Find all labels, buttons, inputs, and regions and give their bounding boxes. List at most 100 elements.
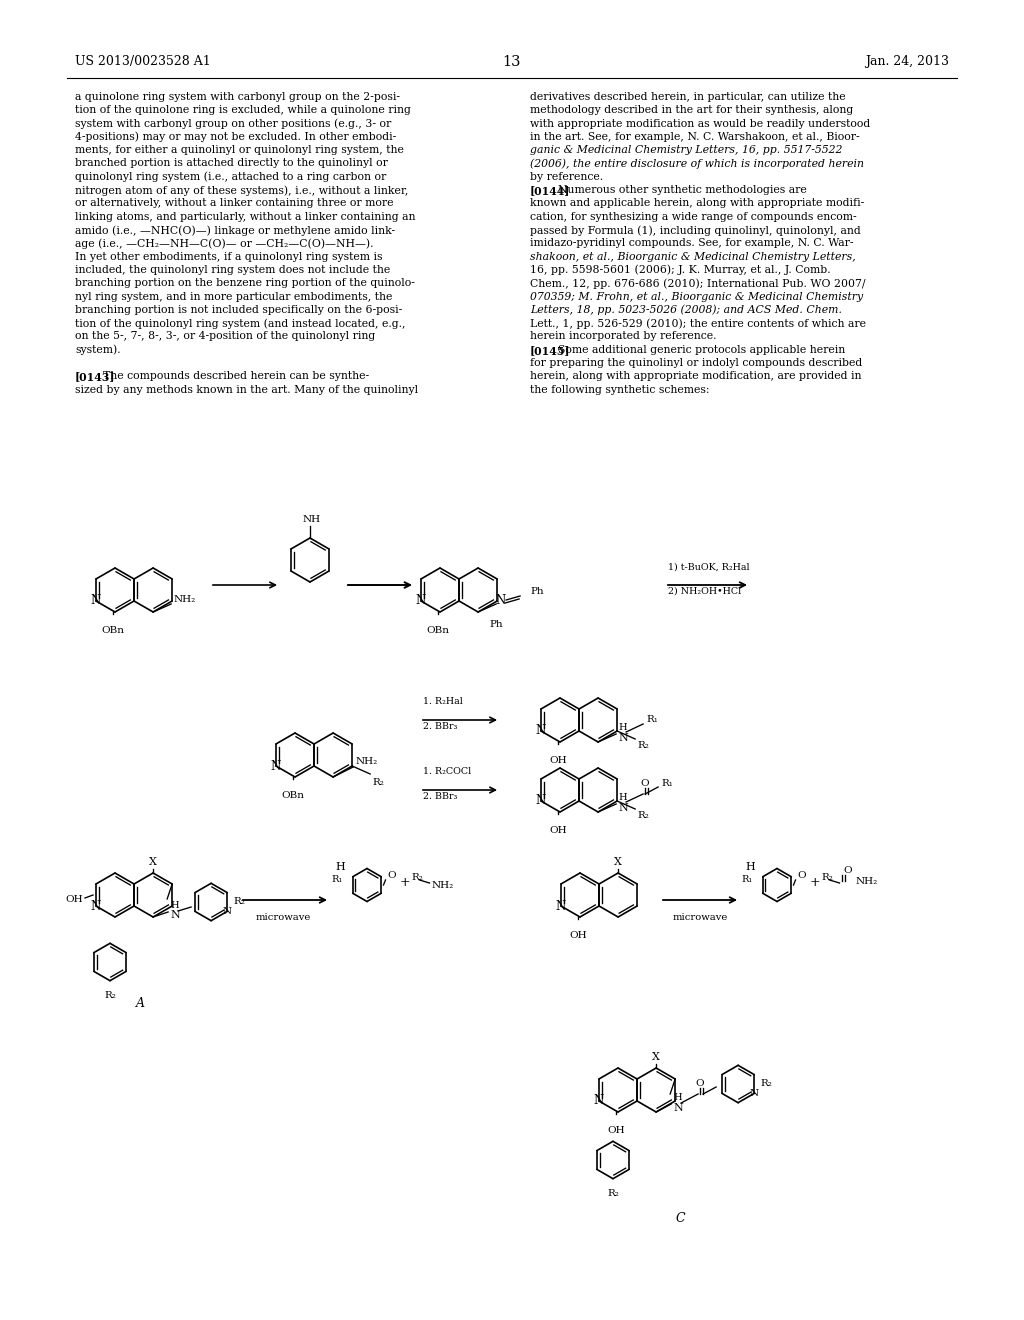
Text: nitrogen atom of any of these systems), i.e., without a linker,: nitrogen atom of any of these systems), … — [75, 185, 409, 195]
Text: Jan. 24, 2013: Jan. 24, 2013 — [865, 55, 949, 69]
Text: [0143]: [0143] — [75, 371, 116, 383]
Text: H: H — [170, 902, 179, 909]
Text: O: O — [387, 871, 396, 880]
Text: 16, pp. 5598-5601 (2006); J. K. Murray, et al., J. Comb.: 16, pp. 5598-5601 (2006); J. K. Murray, … — [530, 265, 830, 276]
Text: for preparing the quinolinyl or indolyl compounds described: for preparing the quinolinyl or indolyl … — [530, 358, 862, 368]
Text: nyl ring system, and in more particular embodiments, the: nyl ring system, and in more particular … — [75, 292, 392, 301]
Text: +: + — [810, 875, 820, 888]
Text: O: O — [798, 871, 806, 880]
Text: R₂: R₂ — [233, 898, 246, 907]
Text: N: N — [170, 909, 180, 920]
Text: OBn: OBn — [101, 626, 124, 635]
Text: N: N — [91, 899, 101, 912]
Text: Letters, 18, pp. 5023-5026 (2008); and ACS Med. Chem.: Letters, 18, pp. 5023-5026 (2008); and A… — [530, 305, 842, 315]
Text: 070359; M. Frohn, et al., Bioorganic & Medicinal Chemistry: 070359; M. Frohn, et al., Bioorganic & M… — [530, 292, 863, 301]
Text: R₂: R₂ — [104, 991, 116, 999]
Text: tion of the quinolonyl ring system (and instead located, e.g.,: tion of the quinolonyl ring system (and … — [75, 318, 406, 329]
Text: H: H — [618, 723, 627, 733]
Text: OH: OH — [607, 1126, 625, 1135]
Text: system with carbonyl group on other positions (e.g., 3- or: system with carbonyl group on other posi… — [75, 119, 391, 129]
Text: known and applicable herein, along with appropriate modifi-: known and applicable herein, along with … — [530, 198, 864, 209]
Text: N: N — [618, 733, 628, 743]
Text: R₁: R₁ — [662, 780, 673, 788]
Text: N: N — [495, 594, 505, 606]
Text: imidazo-pyridinyl compounds. See, for example, N. C. War-: imidazo-pyridinyl compounds. See, for ex… — [530, 239, 853, 248]
Text: quinolonyl ring system (i.e., attached to a ring carbon or: quinolonyl ring system (i.e., attached t… — [75, 172, 386, 182]
Text: N: N — [223, 907, 232, 916]
Text: NH₂: NH₂ — [173, 595, 196, 605]
Text: OH: OH — [66, 895, 83, 904]
Text: included, the quinolonyl ring system does not include the: included, the quinolonyl ring system doe… — [75, 265, 390, 275]
Text: system).: system). — [75, 345, 121, 355]
Text: N: N — [270, 759, 281, 772]
Text: OH: OH — [549, 826, 566, 836]
Text: ments, for either a quinolinyl or quinolonyl ring system, the: ments, for either a quinolinyl or quinol… — [75, 145, 403, 156]
Text: NH₂: NH₂ — [431, 880, 454, 890]
Text: The compounds described herein can be synthe-: The compounds described herein can be sy… — [103, 371, 370, 381]
Text: Chem., 12, pp. 676-686 (2010); International Pub. WO 2007/: Chem., 12, pp. 676-686 (2010); Internati… — [530, 279, 865, 289]
Text: N: N — [618, 803, 628, 813]
Text: 1) t-BuOK, R₂Hal: 1) t-BuOK, R₂Hal — [668, 564, 750, 572]
Text: OBn: OBn — [282, 791, 304, 800]
Text: H: H — [618, 793, 627, 803]
Text: derivatives described herein, in particular, can utilize the: derivatives described herein, in particu… — [530, 92, 846, 102]
Text: cation, for synthesizing a wide range of compounds encom-: cation, for synthesizing a wide range of… — [530, 211, 857, 222]
Text: age (i.e., —CH₂—NH—C(O)— or —CH₂—C(O)—NH—).: age (i.e., —CH₂—NH—C(O)— or —CH₂—C(O)—NH… — [75, 239, 374, 249]
Text: by reference.: by reference. — [530, 172, 603, 182]
Text: N: N — [91, 594, 101, 607]
Text: H: H — [745, 862, 755, 873]
Text: [0144]: [0144] — [530, 185, 570, 197]
Text: microwave: microwave — [255, 913, 310, 921]
Text: N: N — [673, 1104, 683, 1113]
Text: H: H — [673, 1093, 682, 1102]
Text: [0145]: [0145] — [530, 345, 570, 355]
Text: the following synthetic schemes:: the following synthetic schemes: — [530, 384, 710, 395]
Text: 2. BBr₃: 2. BBr₃ — [423, 722, 458, 731]
Text: with appropriate modification as would be readily understood: with appropriate modification as would b… — [530, 119, 870, 128]
Text: N: N — [536, 725, 546, 738]
Text: branched portion is attached directly to the quinolinyl or: branched portion is attached directly to… — [75, 158, 388, 169]
Text: R₂: R₂ — [637, 810, 649, 820]
Text: 1. R₂Hal: 1. R₂Hal — [423, 697, 463, 706]
Text: In yet other embodiments, if a quinolonyl ring system is: In yet other embodiments, if a quinolony… — [75, 252, 383, 261]
Text: R₂: R₂ — [372, 777, 384, 787]
Text: methodology described in the art for their synthesis, along: methodology described in the art for the… — [530, 106, 853, 115]
Text: X: X — [150, 857, 157, 867]
Text: 2. BBr₃: 2. BBr₃ — [423, 792, 458, 801]
Text: ganic & Medicinal Chemistry Letters, 16, pp. 5517-5522: ganic & Medicinal Chemistry Letters, 16,… — [530, 145, 843, 156]
Text: O: O — [695, 1078, 705, 1088]
Text: tion of the quinolone ring is excluded, while a quinolone ring: tion of the quinolone ring is excluded, … — [75, 106, 411, 115]
Text: H: H — [335, 862, 345, 873]
Text: +: + — [399, 875, 411, 888]
Text: R₂: R₂ — [821, 873, 834, 882]
Text: Lett., 1, pp. 526-529 (2010); the entire contents of which are: Lett., 1, pp. 526-529 (2010); the entire… — [530, 318, 866, 329]
Text: passed by Formula (1), including quinolinyl, quinolonyl, and: passed by Formula (1), including quinoli… — [530, 224, 861, 235]
Text: Numerous other synthetic methodologies are: Numerous other synthetic methodologies a… — [558, 185, 807, 195]
Text: linking atoms, and particularly, without a linker containing an: linking atoms, and particularly, without… — [75, 211, 416, 222]
Text: R₂: R₂ — [607, 1189, 618, 1197]
Text: R₂: R₂ — [761, 1080, 773, 1089]
Text: O: O — [844, 866, 852, 875]
Text: 4-positions) may or may not be excluded. In other embodi-: 4-positions) may or may not be excluded.… — [75, 132, 396, 143]
Text: Ph: Ph — [530, 587, 544, 597]
Text: US 2013/0023528 A1: US 2013/0023528 A1 — [75, 55, 211, 69]
Text: shakoon, et al., Bioorganic & Medicinal Chemistry Letters,: shakoon, et al., Bioorganic & Medicinal … — [530, 252, 856, 261]
Text: 2) NH₂OH•HCl: 2) NH₂OH•HCl — [668, 587, 741, 597]
Text: OH: OH — [569, 931, 587, 940]
Text: N: N — [594, 1094, 604, 1107]
Text: X: X — [614, 857, 622, 867]
Text: NH: NH — [303, 515, 322, 524]
Text: R₁: R₁ — [646, 715, 658, 725]
Text: herein incorporated by reference.: herein incorporated by reference. — [530, 331, 717, 342]
Text: Some additional generic protocols applicable herein: Some additional generic protocols applic… — [558, 345, 846, 355]
Text: branching portion is not included specifically on the 6-posi-: branching portion is not included specif… — [75, 305, 402, 314]
Text: 1. R₂COCl: 1. R₂COCl — [423, 767, 471, 776]
Text: on the 5-, 7-, 8-, 3-, or 4-position of the quinolonyl ring: on the 5-, 7-, 8-, 3-, or 4-position of … — [75, 331, 375, 342]
Text: 13: 13 — [503, 55, 521, 69]
Text: microwave: microwave — [673, 913, 728, 921]
Text: (2006), the entire disclosure of which is incorporated herein: (2006), the entire disclosure of which i… — [530, 158, 864, 169]
Text: N: N — [556, 899, 566, 912]
Text: in the art. See, for example, N. C. Warshakoon, et al., Bioor-: in the art. See, for example, N. C. Wars… — [530, 132, 859, 143]
Text: A: A — [135, 997, 144, 1010]
Text: OH: OH — [549, 756, 566, 766]
